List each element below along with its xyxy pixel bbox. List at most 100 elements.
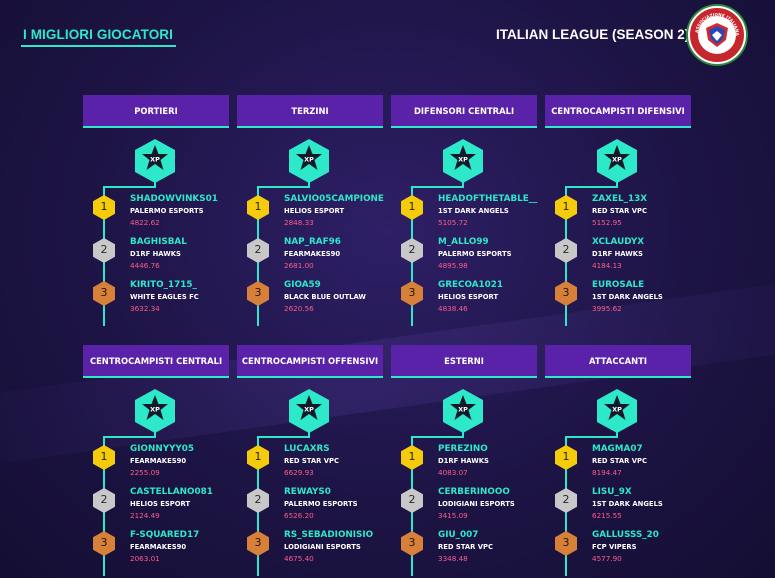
player-score: 4838.46 [438, 304, 468, 313]
player-name[interactable]: LISU_9X [592, 487, 632, 497]
rank-number: 2 [562, 243, 570, 256]
player-team: PALERMO ESPORTS [130, 207, 204, 215]
xp-label: XP [150, 156, 160, 164]
rank-2-badge-icon [555, 488, 577, 513]
rank-2-badge-icon [247, 238, 269, 263]
category-column: CENTROCAMPISTI CENTRALI XP 1 GIONNYYY05 FE… [83, 345, 229, 576]
player-name[interactable]: XCLAUDYX [592, 237, 645, 247]
player-name[interactable]: MAGMA07 [592, 444, 643, 454]
connector-line [411, 436, 464, 438]
rank-number: 3 [408, 536, 416, 549]
category-title: CENTROCAMPISTI OFFENSIVI [237, 345, 383, 378]
rank-2-badge-icon [93, 238, 115, 263]
xp-label: XP [458, 156, 468, 164]
rank-2-badge-icon [401, 488, 423, 513]
player-name[interactable]: ZAXEL_13X [592, 194, 648, 204]
rank-2-badge-icon [401, 238, 423, 263]
rank-3-badge-icon [93, 531, 115, 556]
rank-1-badge-icon [93, 195, 115, 220]
rank-number: 2 [562, 493, 570, 506]
rank-1-badge-icon [401, 195, 423, 220]
player-name[interactable]: REWAYS0 [284, 487, 331, 497]
category-title: ESTERNI [391, 345, 537, 378]
xp-badge-icon: XP [289, 139, 329, 183]
player-score: 2620.56 [284, 304, 314, 313]
player-team: LODIGIANI ESPORTS [438, 500, 515, 508]
player-name[interactable]: LUCAXRS [284, 444, 330, 454]
player-team: FEARMAKES90 [130, 543, 187, 551]
category-column: PORTIERI XP 1 SHADOWVINKS01 PALERMO ESPORT… [83, 95, 229, 326]
rank-2-badge-icon [93, 488, 115, 513]
player-score: 3348.48 [438, 554, 468, 563]
player-name[interactable]: GIOA59 [284, 280, 321, 290]
player-name[interactable]: GRECOA1021 [438, 280, 503, 290]
category-column: ESTERNI XP 1 PEREZINO D1RF HAWKS 4083.07 2 CE… [391, 345, 537, 576]
page-title: I MIGLIORI GIOCATORI [23, 27, 173, 42]
rank-number: 2 [100, 493, 108, 506]
rank-number: 3 [254, 536, 262, 549]
rank-number: 1 [562, 200, 570, 213]
player-team: 1ST DARK ANGELS [438, 207, 509, 215]
player-team: LODIGIANI ESPORTS [284, 543, 361, 551]
rank-2-badge-icon [247, 488, 269, 513]
rank-number: 1 [100, 200, 108, 213]
player-score: 3995.62 [592, 304, 622, 313]
player-score: 2063.01 [130, 554, 160, 563]
category-column: ATTACCANTI XP 1 MAGMA07 RED STAR VPC 8194.4… [545, 345, 691, 576]
rank-1-badge-icon [247, 195, 269, 220]
player-team: 1ST DARK ANGELS [592, 500, 663, 508]
xp-badge-icon: XP [135, 389, 175, 433]
player-team: PALERMO ESPORTS [438, 250, 512, 258]
player-name[interactable]: KIRITO_1715_ [130, 280, 197, 290]
player-name[interactable]: BAGHISBAL [130, 237, 187, 247]
svg-text:ASSOCIAZIONE ITALIANA DI CYBER: ASSOCIAZIONE ITALIANA DI CYBERFOOTBALL [688, 6, 740, 37]
player-team: RED STAR VPC [592, 457, 647, 465]
player-name[interactable]: HEADOFTHETABLE__ [438, 194, 538, 204]
connector-line [257, 186, 310, 188]
player-name[interactable]: CERBERINOOO [438, 487, 510, 497]
player-score: 4184.13 [592, 261, 622, 270]
rank-number: 2 [408, 243, 416, 256]
player-name[interactable]: SALVIO05CAMPIONE [284, 194, 384, 204]
player-name[interactable]: CASTELLANO081 [130, 487, 213, 497]
player-score: 2124.49 [130, 511, 160, 520]
connector-line [154, 181, 156, 187]
connector-line [462, 181, 464, 187]
connector-line [154, 431, 156, 437]
player-score: 4446.76 [130, 261, 160, 270]
connector-line [565, 436, 618, 438]
rank-3-badge-icon [401, 531, 423, 556]
player-name[interactable]: PEREZINO [438, 444, 488, 454]
league-title: ITALIAN LEAGUE (SEASON 2) [496, 27, 690, 42]
rank-number: 3 [562, 286, 570, 299]
connector-line [616, 181, 618, 187]
rank-1-badge-icon [555, 445, 577, 470]
player-score: 6526.20 [284, 511, 314, 520]
player-name[interactable]: GALLUSSS_20 [592, 530, 659, 540]
category-column: CENTROCAMPISTI OFFENSIVI XP 1 LUCAXRS RED … [237, 345, 383, 576]
connector-line [103, 186, 156, 188]
rank-2-badge-icon [555, 238, 577, 263]
connector-line [257, 436, 310, 438]
player-name[interactable]: EUROSALE [592, 280, 645, 290]
logo-ring-text-icon: ASSOCIAZIONE ITALIANA DI CYBERFOOTBALL [688, 6, 740, 37]
player-name[interactable]: SHADOWVINKS01 [130, 194, 218, 204]
rank-3-badge-icon [555, 531, 577, 556]
player-name[interactable]: RS_SEBADIONISIO [284, 530, 374, 540]
rank-number: 3 [100, 286, 108, 299]
player-name[interactable]: GIONNYYY05 [130, 444, 195, 454]
category-title: CENTROCAMPISTI DIFENSIVI [545, 95, 691, 128]
player-name[interactable]: M_ALLO99 [438, 237, 489, 247]
player-name[interactable]: GIU_007 [438, 530, 479, 540]
player-name[interactable]: F-SQUARED17 [130, 530, 200, 540]
player-score: 4895.98 [438, 261, 468, 270]
category-title: TERZINI [237, 95, 383, 128]
player-team: FEARMAKES90 [130, 457, 187, 465]
xp-label: XP [458, 406, 468, 414]
category-column: TERZINI XP 1 SALVIO05CAMPIONE HELIOS ESPOR… [237, 95, 384, 326]
xp-badge-icon: XP [597, 389, 637, 433]
player-score: 4577.90 [592, 554, 622, 563]
player-name[interactable]: NAP_RAF96 [284, 237, 341, 247]
category-column: CENTROCAMPISTI DIFENSIVI XP 1 ZAXEL_13X RE… [545, 95, 691, 326]
player-team: RED STAR VPC [438, 543, 493, 551]
